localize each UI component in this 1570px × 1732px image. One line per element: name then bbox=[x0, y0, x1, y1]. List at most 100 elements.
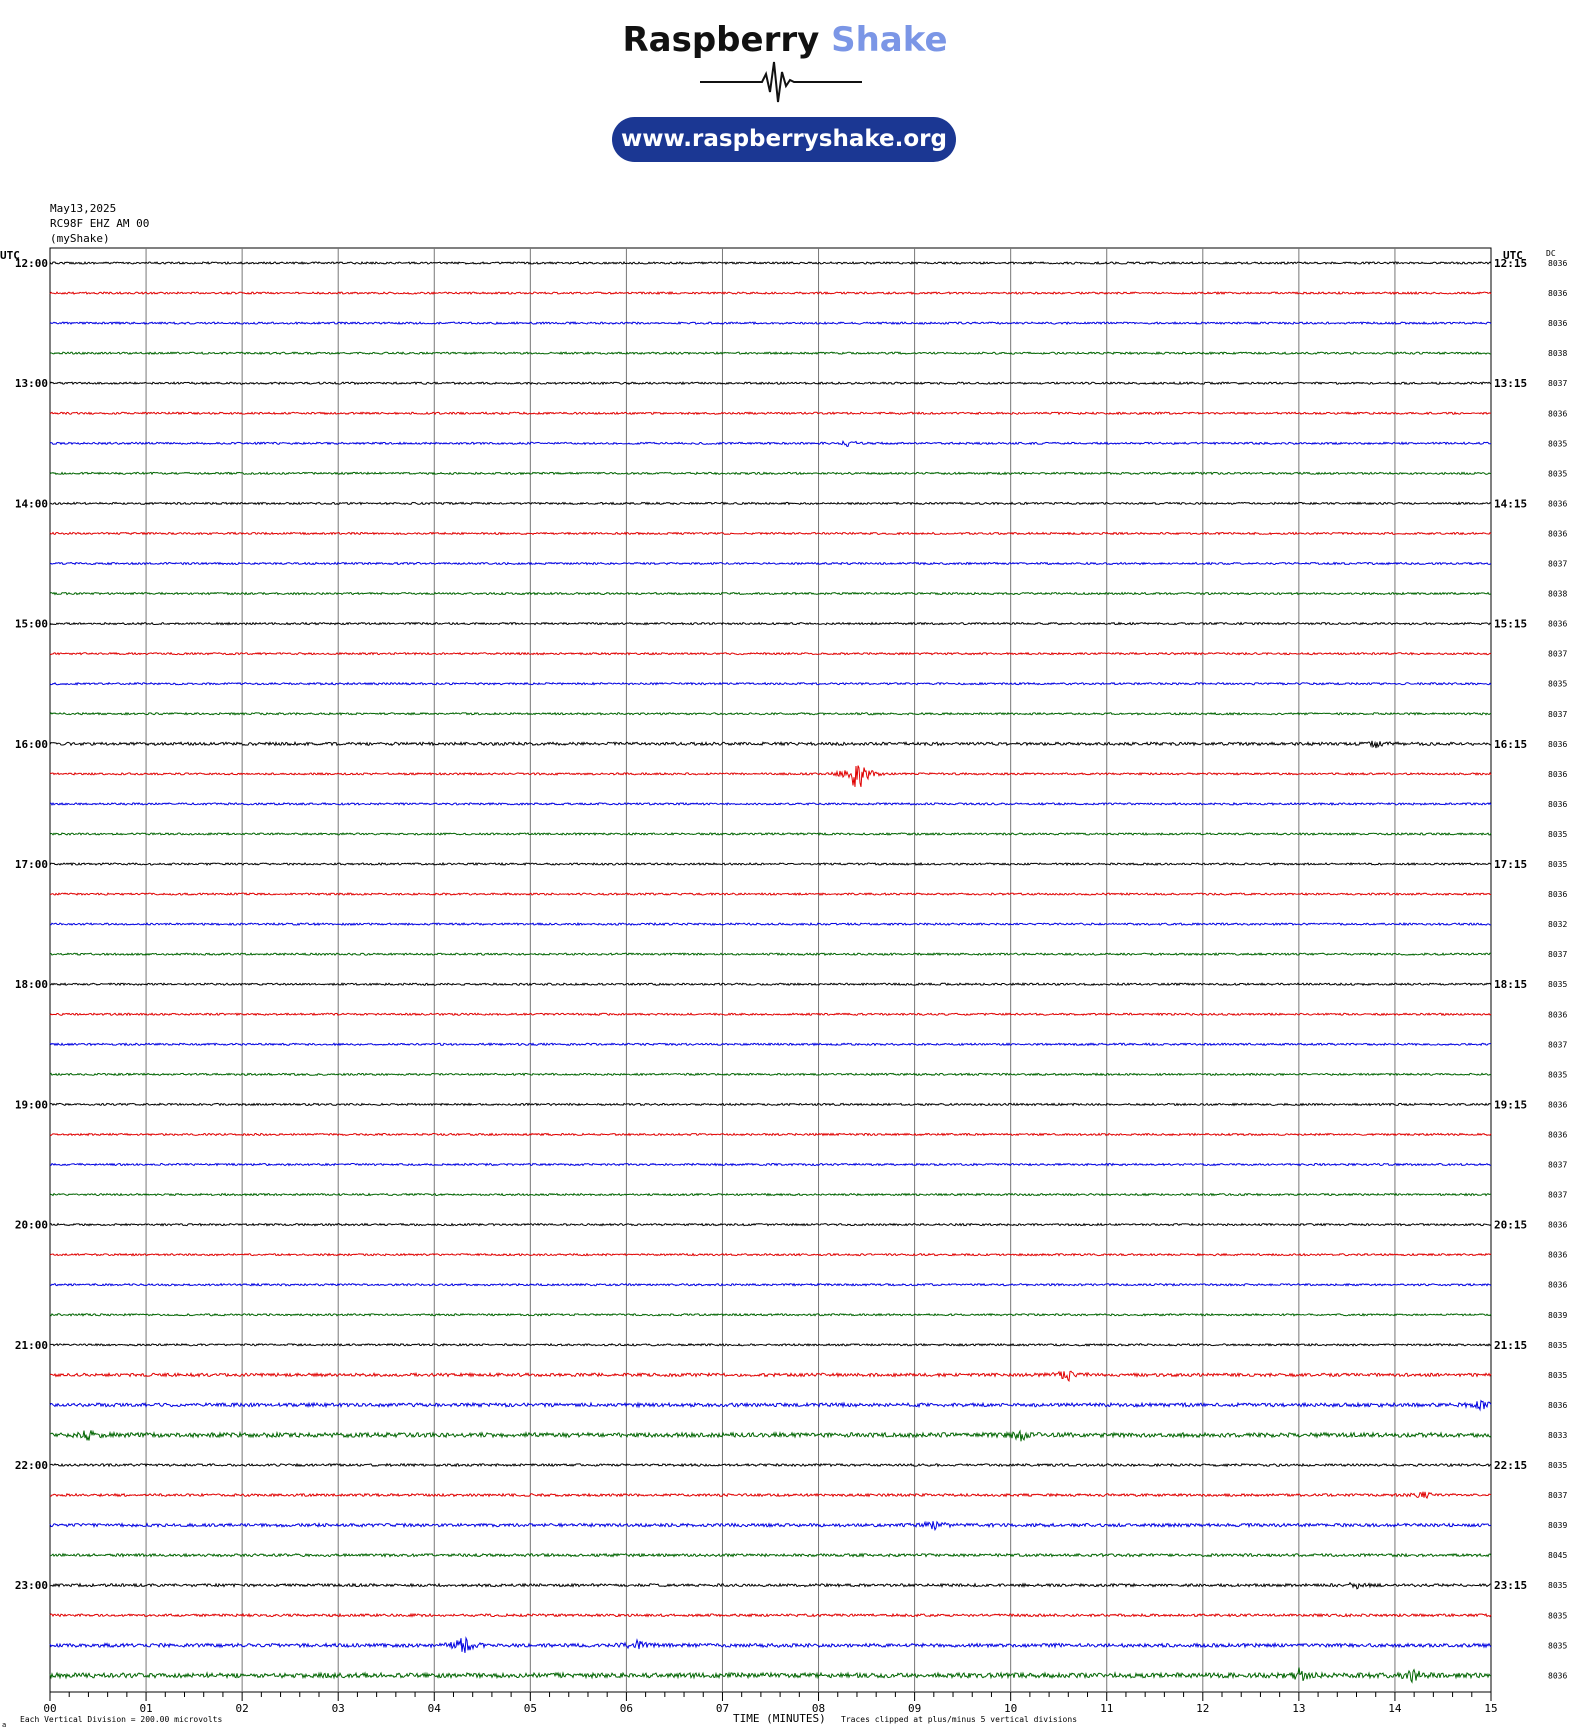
dc-offset-label: 8036 bbox=[1548, 529, 1567, 538]
dc-offset-label: 8035 bbox=[1548, 1581, 1567, 1590]
dc-offset-label: 8035 bbox=[1548, 1611, 1567, 1620]
right-hour-label: 13:15 bbox=[1494, 377, 1527, 390]
dc-offset-label: 8032 bbox=[1548, 920, 1567, 929]
trace-line bbox=[49, 1429, 1492, 1442]
dc-offset-label: 8036 bbox=[1548, 740, 1567, 749]
dc-offset-label: 8036 bbox=[1548, 800, 1567, 809]
trace-line bbox=[49, 832, 1492, 836]
trace-line bbox=[49, 1462, 1492, 1468]
dc-offset-label: 8035 bbox=[1548, 680, 1567, 689]
trace-line bbox=[49, 982, 1492, 987]
dc-offset-label: 8037 bbox=[1548, 1191, 1567, 1200]
trace-line bbox=[49, 1399, 1492, 1412]
dc-offset-label: 8039 bbox=[1548, 1521, 1567, 1530]
trace-line bbox=[49, 321, 1492, 326]
dc-offset-label: 8036 bbox=[1548, 499, 1567, 508]
x-tick-label: 10 bbox=[1004, 1702, 1017, 1715]
left-hour-label: 12:00 bbox=[15, 257, 48, 270]
dc-offset-label: 8036 bbox=[1548, 1010, 1567, 1019]
trace-line bbox=[49, 681, 1492, 686]
trace-line bbox=[49, 531, 1492, 536]
trace-line bbox=[49, 1192, 1492, 1197]
logo-url-link[interactable]: www.raspberryshake.org bbox=[612, 117, 956, 162]
x-tick-label: 06 bbox=[620, 1702, 633, 1715]
x-tick-label: 01 bbox=[139, 1702, 152, 1715]
left-hour-label: 18:00 bbox=[15, 978, 48, 991]
dc-offset-label: 8035 bbox=[1548, 980, 1567, 989]
dc-offset-label: 8037 bbox=[1548, 1491, 1567, 1500]
plot-frame bbox=[49, 247, 1492, 1693]
right-hour-label: 18:15 bbox=[1494, 978, 1527, 991]
trace-line bbox=[49, 591, 1492, 596]
left-axis-title: UTC bbox=[0, 249, 20, 262]
trace-line bbox=[49, 1252, 1492, 1257]
logo-seismic-wave-icon bbox=[700, 61, 862, 103]
x-tick-label: 14 bbox=[1388, 1702, 1402, 1715]
x-tick-label: 03 bbox=[332, 1702, 345, 1715]
dc-offset-label: 8036 bbox=[1548, 890, 1567, 899]
clip-note: Traces clipped at plus/minus 5 vertical … bbox=[841, 1715, 1077, 1724]
dc-offset-label: 8036 bbox=[1548, 1130, 1567, 1139]
trace-line bbox=[50, 952, 1492, 957]
dc-offset-label: 8037 bbox=[1548, 1161, 1567, 1170]
trace-line bbox=[49, 892, 1491, 897]
axis-labels: 00 01 02 03 04 05 06 07 08 09 10 11 12 13 14 15 8036 8036… bbox=[15, 257, 1568, 1715]
trace-line bbox=[49, 1222, 1492, 1227]
trace-line bbox=[49, 260, 1492, 265]
right-hour-label: 23:15 bbox=[1494, 1579, 1527, 1592]
x-tick-label: 12 bbox=[1196, 1702, 1209, 1715]
trace-line bbox=[49, 471, 1492, 476]
trace-line bbox=[49, 1102, 1492, 1107]
dc-offset-label: 8035 bbox=[1548, 830, 1567, 839]
dc-offset-label: 8036 bbox=[1548, 1251, 1567, 1260]
left-hour-label: 23:00 bbox=[15, 1579, 48, 1592]
dc-offset-label: 8036 bbox=[1548, 1671, 1567, 1680]
x-tick-label: 07 bbox=[716, 1702, 729, 1715]
trace-line bbox=[49, 1520, 1492, 1532]
dc-offset-label: 8036 bbox=[1548, 289, 1567, 298]
trace-line bbox=[50, 922, 1492, 927]
left-hour-label: 22:00 bbox=[15, 1459, 48, 1472]
trace-line bbox=[49, 1132, 1492, 1137]
trace-line bbox=[49, 1162, 1492, 1167]
time-grid bbox=[49, 247, 1492, 1701]
dc-offset-label: 8045 bbox=[1548, 1551, 1567, 1560]
x-tick-label: 13 bbox=[1292, 1702, 1305, 1715]
x-tick-label: 11 bbox=[1100, 1702, 1113, 1715]
dc-offset-label: 8037 bbox=[1548, 1040, 1567, 1049]
trace-line bbox=[49, 1370, 1492, 1382]
dc-offset-label: 8035 bbox=[1548, 860, 1567, 869]
dc-offset-label: 8036 bbox=[1548, 1401, 1567, 1410]
dc-offset-label: 8037 bbox=[1548, 710, 1567, 719]
dc-offset-label: 8035 bbox=[1548, 1461, 1567, 1470]
left-hour-label: 19:00 bbox=[15, 1098, 48, 1111]
trace-line bbox=[49, 381, 1492, 386]
scale-note: Each Vertical Division = 200.00 microvol… bbox=[20, 1715, 222, 1724]
left-hour-label: 21:00 bbox=[15, 1339, 48, 1352]
right-hour-label: 22:15 bbox=[1494, 1459, 1527, 1472]
x-axis-label: TIME (MINUTES) bbox=[733, 1712, 826, 1725]
right-hour-label: 12:15 bbox=[1494, 257, 1527, 270]
x-tick-label: 15 bbox=[1484, 1702, 1497, 1715]
trace-line bbox=[50, 1342, 1492, 1347]
dc-offset-label: 8035 bbox=[1548, 439, 1567, 448]
corner-mark: a bbox=[2, 1721, 6, 1729]
dc-offset-label: 8035 bbox=[1548, 1371, 1567, 1380]
left-hour-label: 20:00 bbox=[15, 1219, 48, 1232]
trace-line bbox=[49, 740, 1492, 749]
right-hour-label: 15:15 bbox=[1494, 618, 1527, 631]
dc-offset-label: 8035 bbox=[1548, 1341, 1567, 1350]
trace-line bbox=[49, 1667, 1492, 1684]
right-hour-label: 19:15 bbox=[1494, 1098, 1527, 1111]
dc-offset-label: 8039 bbox=[1548, 1311, 1567, 1320]
header-station: RC98F EHZ AM 00 bbox=[50, 217, 150, 230]
trace-line bbox=[49, 1012, 1492, 1017]
seismic-traces bbox=[49, 260, 1492, 1684]
trace-line bbox=[49, 1636, 1492, 1653]
dc-offset-label: 8037 bbox=[1548, 560, 1567, 569]
trace-line bbox=[49, 1552, 1492, 1558]
dc-offset-label: 8038 bbox=[1548, 349, 1567, 358]
left-hour-label: 16:00 bbox=[15, 738, 48, 751]
right-axis-title: UTC bbox=[1503, 249, 1523, 262]
dc-offset-label: 8035 bbox=[1548, 469, 1567, 478]
